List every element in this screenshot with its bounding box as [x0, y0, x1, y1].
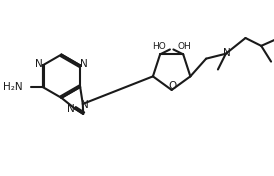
Text: HO: HO — [152, 42, 165, 51]
Text: H₂N: H₂N — [3, 82, 23, 92]
Text: N: N — [80, 59, 88, 69]
Text: N: N — [67, 103, 75, 114]
Text: N: N — [35, 59, 43, 69]
Text: N: N — [81, 100, 89, 110]
Text: O: O — [169, 81, 177, 91]
Text: OH: OH — [178, 42, 192, 51]
Text: N: N — [223, 48, 231, 58]
